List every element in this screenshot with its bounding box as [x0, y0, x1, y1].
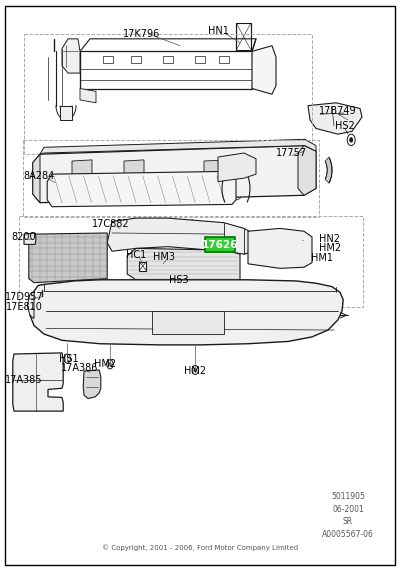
Polygon shape [308, 103, 362, 134]
Text: 17A385: 17A385 [5, 375, 43, 385]
Bar [103, 56, 113, 63]
Text: SR: SR [343, 517, 353, 526]
Polygon shape [72, 160, 92, 184]
Polygon shape [62, 39, 80, 73]
Circle shape [301, 250, 303, 253]
Bar [24, 34, 312, 154]
Polygon shape [13, 353, 63, 411]
Circle shape [301, 260, 303, 263]
Circle shape [33, 301, 43, 315]
Text: HN1: HN1 [208, 26, 228, 37]
Circle shape [160, 259, 167, 269]
Polygon shape [248, 228, 312, 268]
Bar [163, 56, 173, 63]
Circle shape [64, 354, 70, 363]
Polygon shape [27, 291, 34, 319]
Polygon shape [127, 248, 240, 283]
Text: 17757: 17757 [276, 148, 308, 158]
Bar [152, 311, 224, 334]
Text: HS2: HS2 [335, 120, 355, 131]
Circle shape [109, 363, 111, 366]
Polygon shape [204, 160, 228, 184]
Circle shape [350, 138, 353, 142]
Text: A0005567-06: A0005567-06 [322, 530, 374, 539]
Circle shape [299, 235, 305, 244]
Polygon shape [40, 139, 316, 154]
Text: HM2: HM2 [94, 359, 116, 369]
Text: © Copyright, 2001 - 2006, Ford Motor Company Limited: © Copyright, 2001 - 2006, Ford Motor Com… [102, 545, 298, 552]
Circle shape [121, 220, 127, 228]
Circle shape [301, 238, 303, 242]
Circle shape [189, 220, 195, 228]
Polygon shape [124, 160, 144, 184]
Circle shape [194, 368, 196, 372]
Polygon shape [33, 154, 40, 203]
Circle shape [36, 305, 40, 311]
Text: 17A386: 17A386 [60, 363, 98, 373]
Polygon shape [218, 153, 256, 182]
Text: HS1: HS1 [59, 353, 79, 364]
Circle shape [228, 177, 244, 200]
Polygon shape [107, 218, 260, 254]
Circle shape [299, 257, 305, 266]
Text: HS3: HS3 [169, 275, 189, 285]
Polygon shape [47, 171, 236, 207]
Circle shape [177, 277, 179, 280]
Text: 06-2001: 06-2001 [332, 505, 364, 514]
Text: HC1: HC1 [126, 250, 146, 260]
Text: 8A284: 8A284 [24, 171, 55, 181]
FancyBboxPatch shape [205, 237, 235, 252]
Bar [19, 216, 363, 307]
Circle shape [47, 297, 63, 320]
Bar [131, 56, 141, 63]
Circle shape [174, 274, 182, 284]
Text: 17B749: 17B749 [319, 106, 357, 116]
Bar [23, 140, 319, 217]
Circle shape [299, 247, 305, 256]
Polygon shape [83, 370, 101, 399]
Bar [195, 56, 205, 63]
Polygon shape [298, 146, 316, 195]
Polygon shape [30, 280, 343, 345]
Bar [219, 56, 229, 63]
Text: 5011905: 5011905 [331, 492, 365, 501]
Bar [139, 262, 146, 271]
Text: 17C882: 17C882 [92, 219, 130, 229]
Polygon shape [33, 146, 316, 203]
Circle shape [107, 360, 113, 369]
Circle shape [192, 365, 198, 375]
Wedge shape [325, 157, 332, 183]
Circle shape [51, 303, 59, 314]
Polygon shape [252, 46, 276, 94]
Circle shape [40, 295, 44, 301]
Polygon shape [29, 233, 107, 283]
Text: HM2: HM2 [319, 243, 341, 254]
Bar [80, 51, 252, 89]
Circle shape [52, 186, 58, 195]
Text: 17E810: 17E810 [6, 302, 42, 312]
Bar [60, 106, 72, 120]
Polygon shape [24, 233, 36, 244]
Text: HM1: HM1 [311, 253, 333, 263]
Circle shape [149, 220, 155, 228]
Text: HM2: HM2 [184, 366, 206, 376]
Text: HM3: HM3 [153, 252, 175, 262]
Circle shape [48, 180, 62, 200]
Polygon shape [80, 89, 96, 103]
Bar [236, 23, 251, 50]
Text: 8200: 8200 [11, 232, 36, 242]
Text: 17626: 17626 [202, 240, 238, 250]
Text: 17K796: 17K796 [123, 29, 161, 39]
Text: 17D957: 17D957 [5, 292, 43, 302]
Text: HN2: HN2 [320, 234, 340, 244]
